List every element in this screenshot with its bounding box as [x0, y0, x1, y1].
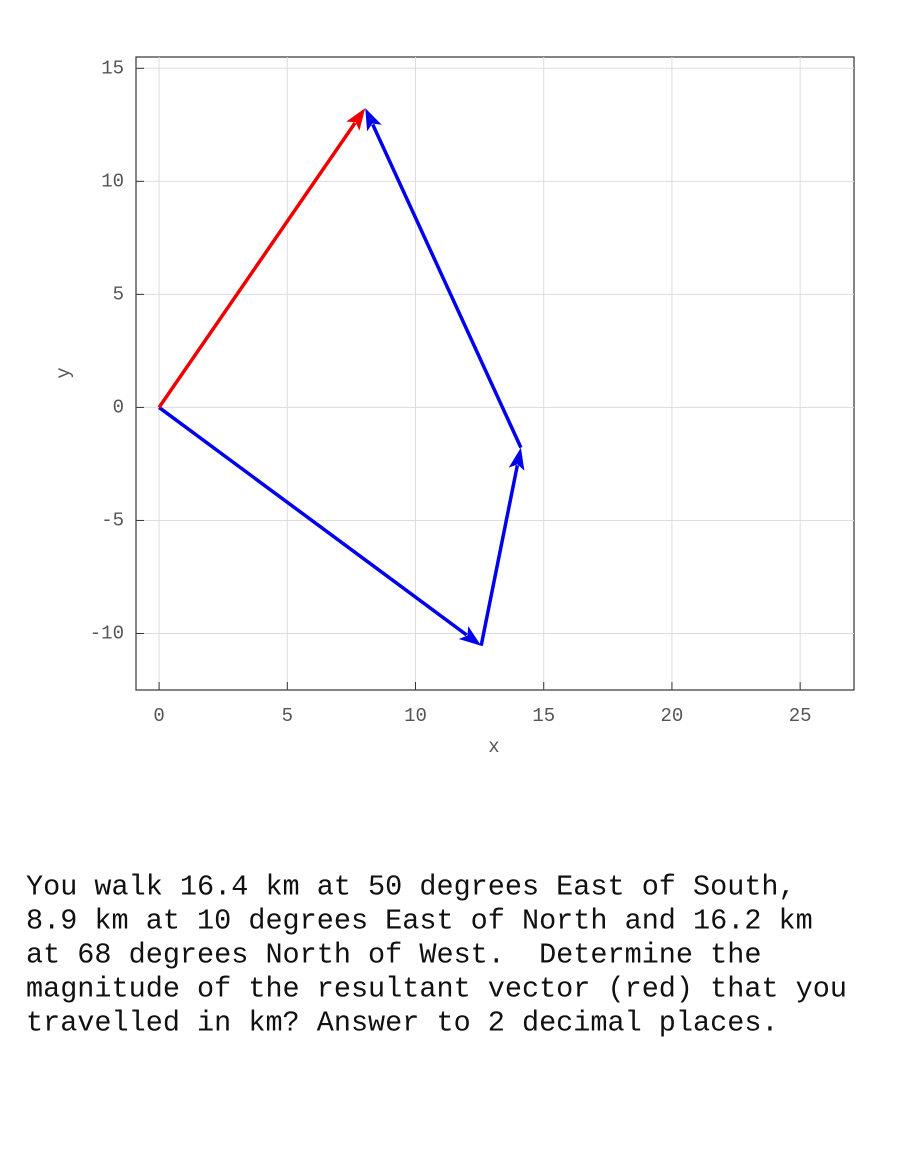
question-line: magnitude of the resultant vector (red) …: [26, 973, 847, 1006]
y-tick-label: -5: [101, 509, 124, 531]
y-tick-label: -10: [90, 622, 124, 644]
vector-shaft: [158, 406, 468, 637]
x-axis-label: x: [488, 736, 499, 758]
y-axis-label: y: [53, 367, 75, 378]
vector-shaft: [157, 121, 357, 409]
question-line: travelled in km? Answer to 2 decimal pla…: [26, 1007, 779, 1040]
x-tick-label: 0: [153, 705, 164, 727]
vector-head: [365, 108, 382, 132]
y-tick-label: 0: [113, 396, 124, 418]
question-line: at 68 degrees North of West. Determine t…: [26, 939, 761, 972]
question-line: You walk 16.4 km at 50 degrees East of S…: [26, 871, 796, 904]
x-tick-label: 20: [661, 705, 684, 727]
x-tick-label: 25: [789, 705, 812, 727]
question-line: 8.9 km at 10 degrees East of North and 1…: [26, 905, 813, 938]
y-tick-label: 15: [101, 57, 124, 79]
vector-shaft: [371, 123, 523, 449]
plot-frame: [135, 56, 855, 691]
y-tick-label: 10: [101, 170, 124, 192]
x-tick-label: 5: [282, 705, 293, 727]
y-tick-label: 5: [113, 283, 124, 305]
vector-head: [458, 626, 482, 646]
vector-head: [346, 108, 366, 131]
x-tick-label: 10: [404, 705, 427, 727]
x-tick-label: 15: [532, 705, 555, 727]
vector-shaft: [479, 464, 520, 647]
vector-head: [508, 447, 525, 471]
